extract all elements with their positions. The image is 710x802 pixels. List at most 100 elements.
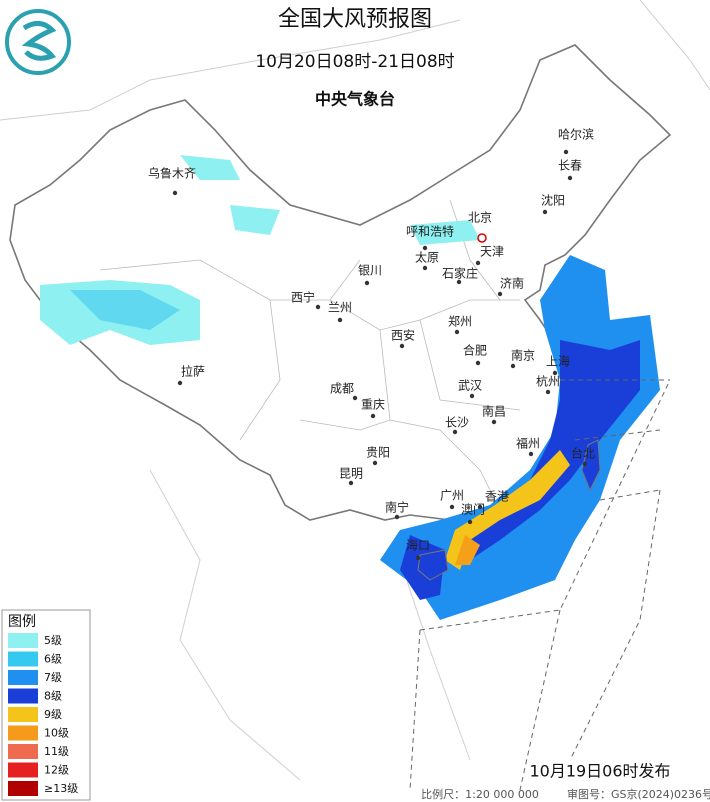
city-label: 重庆	[361, 398, 385, 412]
city-label: 呼和浩特	[406, 224, 454, 239]
legend-swatch	[8, 670, 38, 685]
city-label: 银川	[358, 264, 382, 278]
map-number: 审图号：GS京(2024)0236号	[567, 787, 710, 801]
sea-boundaries	[409, 379, 671, 791]
city-marker	[422, 265, 428, 271]
hainan	[417, 549, 449, 581]
city-label: 广州	[440, 489, 464, 503]
wind-area-5	[410, 220, 480, 245]
city-marker	[542, 209, 548, 215]
wind-area-9	[445, 450, 570, 570]
city-marker	[394, 514, 400, 520]
city-marker	[372, 460, 378, 466]
city-label: 太原	[415, 250, 439, 265]
city-label: 南昌	[482, 404, 506, 419]
city-label: 沈阳	[541, 193, 565, 208]
issue-time: 10月19日06时发布	[529, 762, 670, 781]
legend-label: 5级	[44, 634, 62, 647]
city-marker	[475, 360, 481, 366]
city-label: 哈尔滨	[558, 127, 594, 142]
city-label: 香港	[485, 490, 509, 504]
city-marker	[415, 555, 421, 561]
wind-area-10	[455, 535, 480, 565]
legend: 图例 5级 6级 7级 8级 9级 10级 11级 12级 ≥13级	[1, 609, 91, 801]
city-marker	[454, 329, 460, 335]
city-marker	[528, 451, 534, 457]
city-marker	[456, 279, 462, 285]
city-label: 拉萨	[181, 364, 205, 379]
legend-label: 10级	[44, 727, 69, 740]
legend-label: 11级	[44, 745, 69, 758]
city-marker	[348, 480, 354, 486]
city-label: 武汉	[458, 379, 482, 393]
capital-marker	[477, 233, 487, 243]
city-marker	[582, 461, 588, 467]
city-label: 南京	[511, 348, 535, 363]
city-label: 成都	[330, 382, 354, 396]
legend-swatch	[8, 688, 38, 704]
city-marker	[475, 260, 481, 266]
city-marker	[315, 304, 321, 310]
city-label: 台北	[571, 446, 595, 461]
city-label: 石家庄	[442, 266, 478, 281]
province-borders	[99, 199, 521, 511]
city-label: 昆明	[339, 467, 363, 481]
title: 全国大风预报图	[278, 7, 432, 32]
city-marker	[352, 395, 358, 401]
city-label: 西安	[391, 328, 415, 343]
city-label: 南宁	[385, 500, 409, 515]
city-marker	[545, 389, 551, 395]
city-label: 济南	[500, 276, 524, 291]
neighbor-borders	[0, 0, 710, 781]
city-marker	[477, 504, 483, 510]
legend-label: 9级	[44, 708, 62, 721]
city-marker	[563, 149, 569, 155]
legend-title: 图例	[8, 614, 36, 630]
capital-label: 北京	[468, 211, 492, 225]
city-marker	[510, 363, 516, 369]
city-marker	[491, 419, 497, 425]
city-label: 合肥	[463, 343, 487, 358]
legend-label: 12级	[44, 764, 69, 777]
legend-swatch	[8, 651, 38, 667]
wind-area-5	[230, 205, 280, 235]
city-label: 海口	[406, 538, 430, 553]
city-marker	[399, 343, 405, 349]
agency: 中央气象台	[315, 90, 395, 109]
city-marker	[567, 175, 573, 181]
taiwan	[581, 439, 601, 492]
legend-swatch	[8, 633, 38, 648]
city-label: 福州	[516, 436, 540, 451]
subtitle: 10月20日08时-21日08时	[255, 52, 454, 72]
city-marker	[449, 504, 455, 510]
city-label: 天津	[480, 245, 504, 259]
wind-area-6	[70, 290, 180, 330]
city-marker	[422, 245, 428, 251]
city-marker	[370, 413, 376, 419]
legend-swatch	[8, 707, 38, 722]
wind-areas	[40, 155, 660, 620]
city-label: 长沙	[445, 416, 469, 430]
city-label: 乌鲁木齐	[148, 166, 196, 181]
city-marker	[172, 190, 178, 196]
city-label: 长春	[558, 159, 582, 173]
wind-area-8	[450, 340, 640, 560]
city-marker	[467, 519, 473, 525]
legend-label: 8级	[44, 690, 62, 703]
legend-swatch	[8, 781, 38, 796]
city-label: 郑州	[448, 314, 472, 329]
city-marker	[364, 280, 370, 286]
city-label: 西宁	[291, 290, 315, 305]
city-label: 澳门	[461, 502, 485, 517]
city-label: 上海	[546, 354, 570, 369]
legend-swatch	[8, 744, 38, 759]
logo	[5, 9, 71, 75]
scale: 比例尺：1:20 000 000	[421, 787, 539, 801]
city-label: 兰州	[328, 301, 352, 315]
city-marker	[337, 317, 343, 323]
city-marker	[452, 429, 458, 435]
legend-swatch	[8, 725, 38, 741]
